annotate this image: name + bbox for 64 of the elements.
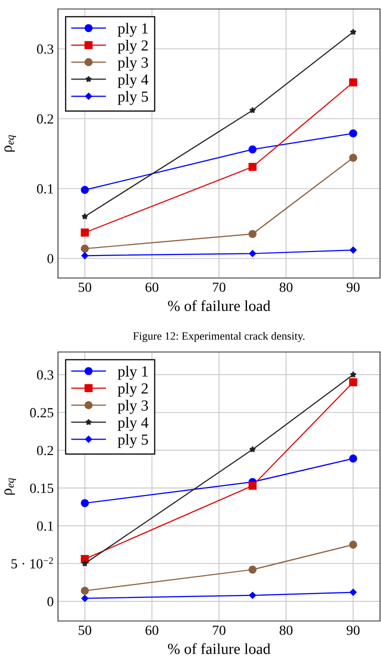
legend-label: ply 3 [118, 56, 148, 71]
point [249, 446, 256, 452]
point [248, 230, 257, 238]
legend-label: ply 1 [118, 22, 148, 37]
x-tick-label: 90 [346, 282, 360, 292]
point [80, 228, 89, 237]
point [249, 592, 256, 599]
y-tick-label: 0 [47, 254, 54, 264]
point [248, 162, 257, 171]
y-axis-title: ρ$_{eq}$ [4, 478, 16, 495]
legend-label: ply 1 [118, 366, 148, 380]
y-tick-label: 5 · 10$^{−2}$ [11, 557, 53, 568]
point [80, 186, 89, 194]
legend-label: ply 4 [118, 416, 148, 431]
legend-label: ply 5 [118, 434, 148, 448]
x-axis-title: % of failure load [168, 300, 270, 312]
legend-label: ply 2 [118, 382, 148, 397]
y-tick-label: 0.3 [37, 370, 54, 380]
y-tick-label: 0.2 [37, 446, 54, 456]
point [349, 454, 358, 463]
y-tick-label: 0.15 [30, 484, 54, 494]
point [249, 250, 256, 257]
point [81, 560, 88, 567]
point [350, 588, 357, 596]
y-tick-label: 0.3 [37, 44, 54, 54]
point [80, 244, 89, 253]
x-tick-label: 70 [212, 282, 226, 292]
legend-label: ply 5 [118, 91, 148, 105]
point [350, 28, 357, 35]
x-tick-label: 80 [280, 282, 292, 292]
x-tick-label: 60 [146, 282, 158, 292]
point [349, 540, 358, 549]
legend-label: ply 3 [118, 400, 148, 414]
y-tick-label: 0.2 [37, 114, 54, 124]
point [248, 566, 257, 574]
point [249, 106, 256, 114]
x-tick-label: 60 [146, 626, 158, 635]
point [349, 78, 358, 86]
x-tick-label: 90 [346, 626, 360, 635]
caption: Figure 12: Experimental crack density. [133, 332, 304, 342]
point [350, 371, 357, 378]
x-tick-label: 70 [212, 626, 226, 635]
y-tick-label: 0 [47, 596, 54, 606]
point [81, 594, 88, 602]
y-tick-label: 0.25 [30, 408, 54, 418]
point [350, 246, 357, 254]
point [80, 586, 89, 595]
x-tick-label: 50 [78, 282, 92, 292]
x-tick-label: 50 [78, 626, 92, 635]
legend-label: ply 4 [118, 74, 148, 88]
point [349, 129, 358, 138]
y-axis-title: ρ$_{eq}$ [4, 135, 16, 152]
point [349, 154, 358, 162]
y-tick-label: 0.1 [37, 184, 53, 194]
x-axis-title: % of failure load [168, 643, 270, 654]
point [248, 145, 257, 154]
legend-label: ply 2 [118, 40, 148, 54]
point [81, 213, 88, 220]
point [81, 252, 88, 260]
point [349, 378, 358, 386]
x-tick-label: 80 [280, 626, 292, 635]
y-tick-label: 0.1 [37, 521, 53, 531]
point [80, 499, 89, 508]
point [248, 482, 257, 490]
